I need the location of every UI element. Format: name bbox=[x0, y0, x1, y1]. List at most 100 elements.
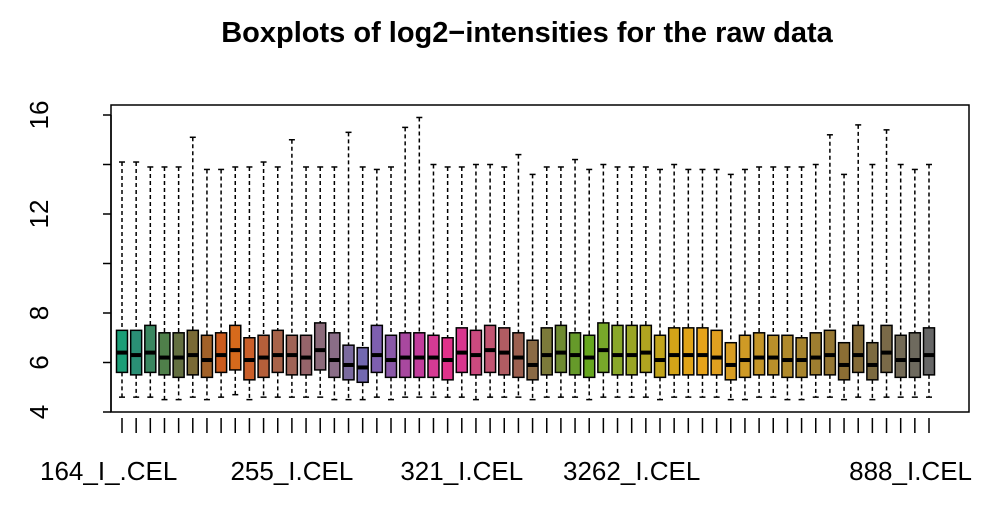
box-23 bbox=[427, 163, 440, 398]
box-15 bbox=[313, 166, 327, 398]
iqr-box bbox=[611, 324, 624, 376]
iqr-box bbox=[229, 324, 242, 371]
box-51 bbox=[823, 134, 837, 398]
box-44 bbox=[724, 173, 738, 401]
iqr-box bbox=[880, 324, 893, 374]
iqr-box bbox=[653, 334, 667, 379]
iqr-box bbox=[413, 332, 426, 379]
box-7 bbox=[200, 168, 214, 401]
iqr-box bbox=[625, 324, 638, 376]
box-33 bbox=[568, 158, 582, 398]
box-26 bbox=[469, 163, 483, 401]
box-10 bbox=[243, 166, 256, 401]
iqr-box bbox=[908, 332, 922, 379]
iqr-box bbox=[455, 327, 469, 374]
box-19 bbox=[370, 168, 384, 398]
box-48 bbox=[781, 166, 794, 401]
box-52 bbox=[837, 173, 851, 401]
box-25 bbox=[455, 166, 469, 398]
box-24 bbox=[441, 166, 454, 398]
iqr-box bbox=[554, 324, 568, 374]
y-tick-label: 6 bbox=[24, 355, 54, 369]
iqr-box bbox=[639, 324, 653, 374]
iqr-box bbox=[866, 341, 879, 381]
box-36 bbox=[611, 166, 624, 398]
x-axis: 164_I_.CEL 255_I.CEL 321_I.CEL 3262_I.CEL 88… bbox=[40, 418, 972, 486]
box-12 bbox=[271, 166, 284, 398]
box-18 bbox=[356, 166, 369, 401]
iqr-box bbox=[328, 332, 341, 379]
iqr-box bbox=[356, 346, 369, 384]
iqr-box bbox=[837, 341, 851, 381]
box-34 bbox=[582, 168, 596, 401]
box-45 bbox=[738, 168, 752, 401]
x-tick-label: 321_I.CEL bbox=[400, 456, 523, 486]
box-47 bbox=[767, 166, 780, 398]
chart-title: Boxplots of log2−intensities for the raw… bbox=[221, 17, 833, 49]
x-tick-label: 164_I_.CEL bbox=[40, 456, 177, 486]
box-group bbox=[115, 116, 936, 401]
iqr-box bbox=[922, 327, 936, 376]
box-35 bbox=[597, 163, 610, 398]
box-42 bbox=[696, 168, 709, 398]
box-22 bbox=[413, 116, 426, 398]
y-tick-label: 12 bbox=[24, 200, 54, 229]
box-32 bbox=[554, 166, 568, 398]
box-39 bbox=[653, 168, 667, 401]
box-38 bbox=[639, 166, 653, 398]
iqr-box bbox=[313, 322, 327, 371]
box-57 bbox=[908, 168, 922, 398]
y-tick-label: 4 bbox=[24, 405, 54, 419]
box-43 bbox=[710, 168, 723, 398]
y-axis: 4 6 8 12 16 bbox=[24, 101, 112, 419]
box-50 bbox=[809, 163, 822, 398]
box-53 bbox=[851, 124, 865, 398]
iqr-box bbox=[738, 334, 752, 379]
box-13 bbox=[285, 139, 299, 398]
x-tick-label: 3262_I.CEL bbox=[563, 456, 700, 486]
iqr-box bbox=[384, 334, 398, 379]
box-3 bbox=[144, 166, 157, 398]
iqr-box bbox=[696, 327, 709, 376]
iqr-box bbox=[823, 329, 837, 376]
iqr-box bbox=[172, 332, 185, 379]
iqr-box bbox=[597, 322, 610, 374]
iqr-box bbox=[767, 334, 780, 376]
box-28 bbox=[498, 166, 511, 398]
box-27 bbox=[483, 163, 497, 398]
box-11 bbox=[257, 161, 270, 398]
iqr-box bbox=[526, 339, 539, 381]
iqr-box bbox=[851, 324, 865, 374]
y-tick-label: 16 bbox=[24, 101, 54, 130]
iqr-box bbox=[271, 329, 284, 374]
box-21 bbox=[398, 126, 412, 398]
box-31 bbox=[540, 166, 553, 398]
iqr-box bbox=[129, 329, 143, 376]
box-29 bbox=[512, 153, 525, 398]
box-54 bbox=[866, 163, 879, 401]
box-58 bbox=[922, 163, 936, 398]
iqr-box bbox=[469, 329, 483, 376]
iqr-box bbox=[370, 324, 384, 374]
iqr-box bbox=[781, 334, 794, 379]
box-40 bbox=[667, 163, 681, 398]
box-20 bbox=[384, 166, 398, 401]
iqr-box bbox=[158, 332, 171, 376]
box-6 bbox=[186, 136, 200, 398]
iqr-box bbox=[795, 337, 808, 379]
iqr-box bbox=[186, 329, 200, 376]
x-tick-label: 888_I.CEL bbox=[849, 456, 972, 486]
box-46 bbox=[752, 166, 766, 398]
box-16 bbox=[328, 166, 341, 401]
box-30 bbox=[526, 173, 539, 401]
y-tick-label: 8 bbox=[24, 306, 54, 320]
iqr-box bbox=[894, 334, 907, 379]
iqr-box bbox=[724, 341, 738, 381]
box-41 bbox=[682, 168, 695, 398]
box-2 bbox=[129, 161, 143, 398]
iqr-box bbox=[682, 327, 695, 376]
iqr-box bbox=[342, 344, 355, 381]
iqr-box bbox=[667, 327, 681, 376]
iqr-box bbox=[144, 324, 157, 374]
